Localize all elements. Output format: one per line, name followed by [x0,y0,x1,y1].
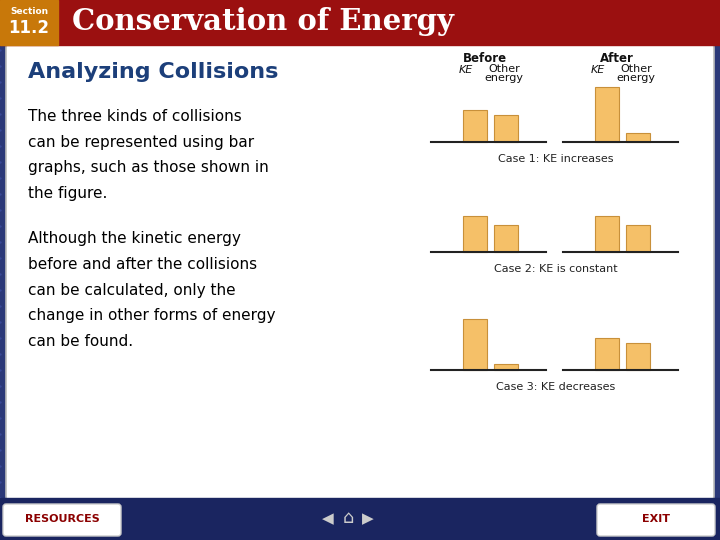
FancyBboxPatch shape [6,42,714,502]
Text: Other: Other [488,64,520,74]
Bar [493,116,518,142]
Text: Case 1: KE increases: Case 1: KE increases [498,154,613,164]
Bar [462,319,487,370]
Text: The three kinds of collisions
can be represented using bar
graphs, such as those: The three kinds of collisions can be rep… [28,109,269,201]
Bar [462,216,487,252]
Text: ▶: ▶ [362,511,374,526]
Bar [0,498,720,540]
Bar [626,133,649,142]
Bar [493,225,518,252]
Bar [493,364,518,370]
Text: ◀: ◀ [322,511,334,526]
Text: Although the kinetic energy
before and after the collisions
can be calculated, o: Although the kinetic energy before and a… [28,231,276,349]
Bar [595,338,618,370]
Bar [626,343,649,370]
Text: Conservation of Energy: Conservation of Energy [72,8,454,37]
Bar [595,216,618,252]
Text: KE: KE [591,65,605,75]
Text: Before: Before [463,51,507,64]
Text: ⌂: ⌂ [342,509,354,527]
Text: Section: Section [10,6,48,16]
Bar [595,87,618,142]
Text: Case 3: KE decreases: Case 3: KE decreases [496,382,616,392]
Text: Other: Other [620,64,652,74]
Text: Case 2: KE is constant: Case 2: KE is constant [494,264,618,274]
FancyBboxPatch shape [597,504,715,536]
Text: After: After [600,51,634,64]
Bar [462,110,487,142]
Bar [626,225,649,252]
Text: 11.2: 11.2 [9,19,50,37]
Text: KE: KE [459,65,473,75]
Text: RESOURCES: RESOURCES [24,514,99,524]
Text: EXIT: EXIT [642,514,670,524]
FancyBboxPatch shape [3,504,121,536]
Text: energy: energy [616,73,655,83]
Text: Analyzing Collisions: Analyzing Collisions [28,62,279,82]
Text: energy: energy [485,73,523,83]
Bar [0,0,720,45]
Bar [0,0,58,45]
